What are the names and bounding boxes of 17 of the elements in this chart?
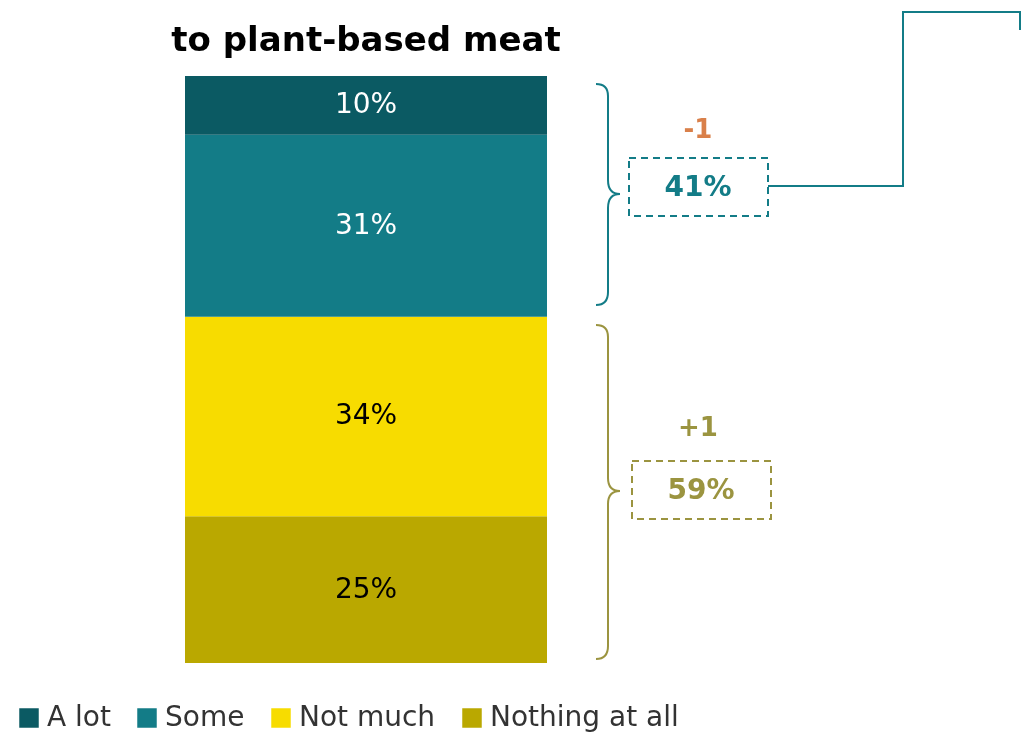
data-label: 10% [334,87,398,121]
legend-label: Not much [299,700,436,733]
data-label: 31% [334,207,398,241]
bar [185,76,547,135]
chart-title: to plant-based meat [171,19,561,59]
text: -1 [683,114,713,144]
text: +1 [678,412,718,442]
bar [185,516,547,663]
data-label: 34% [334,398,398,432]
bar [185,316,547,517]
legend-label: Nothing at all [490,700,679,733]
legend-label: Some [165,700,245,733]
text: 59% [667,473,735,506]
legend-label: A lot [47,700,111,733]
data-label: 25% [334,571,398,605]
text: 41% [664,170,732,203]
bar [185,134,547,317]
